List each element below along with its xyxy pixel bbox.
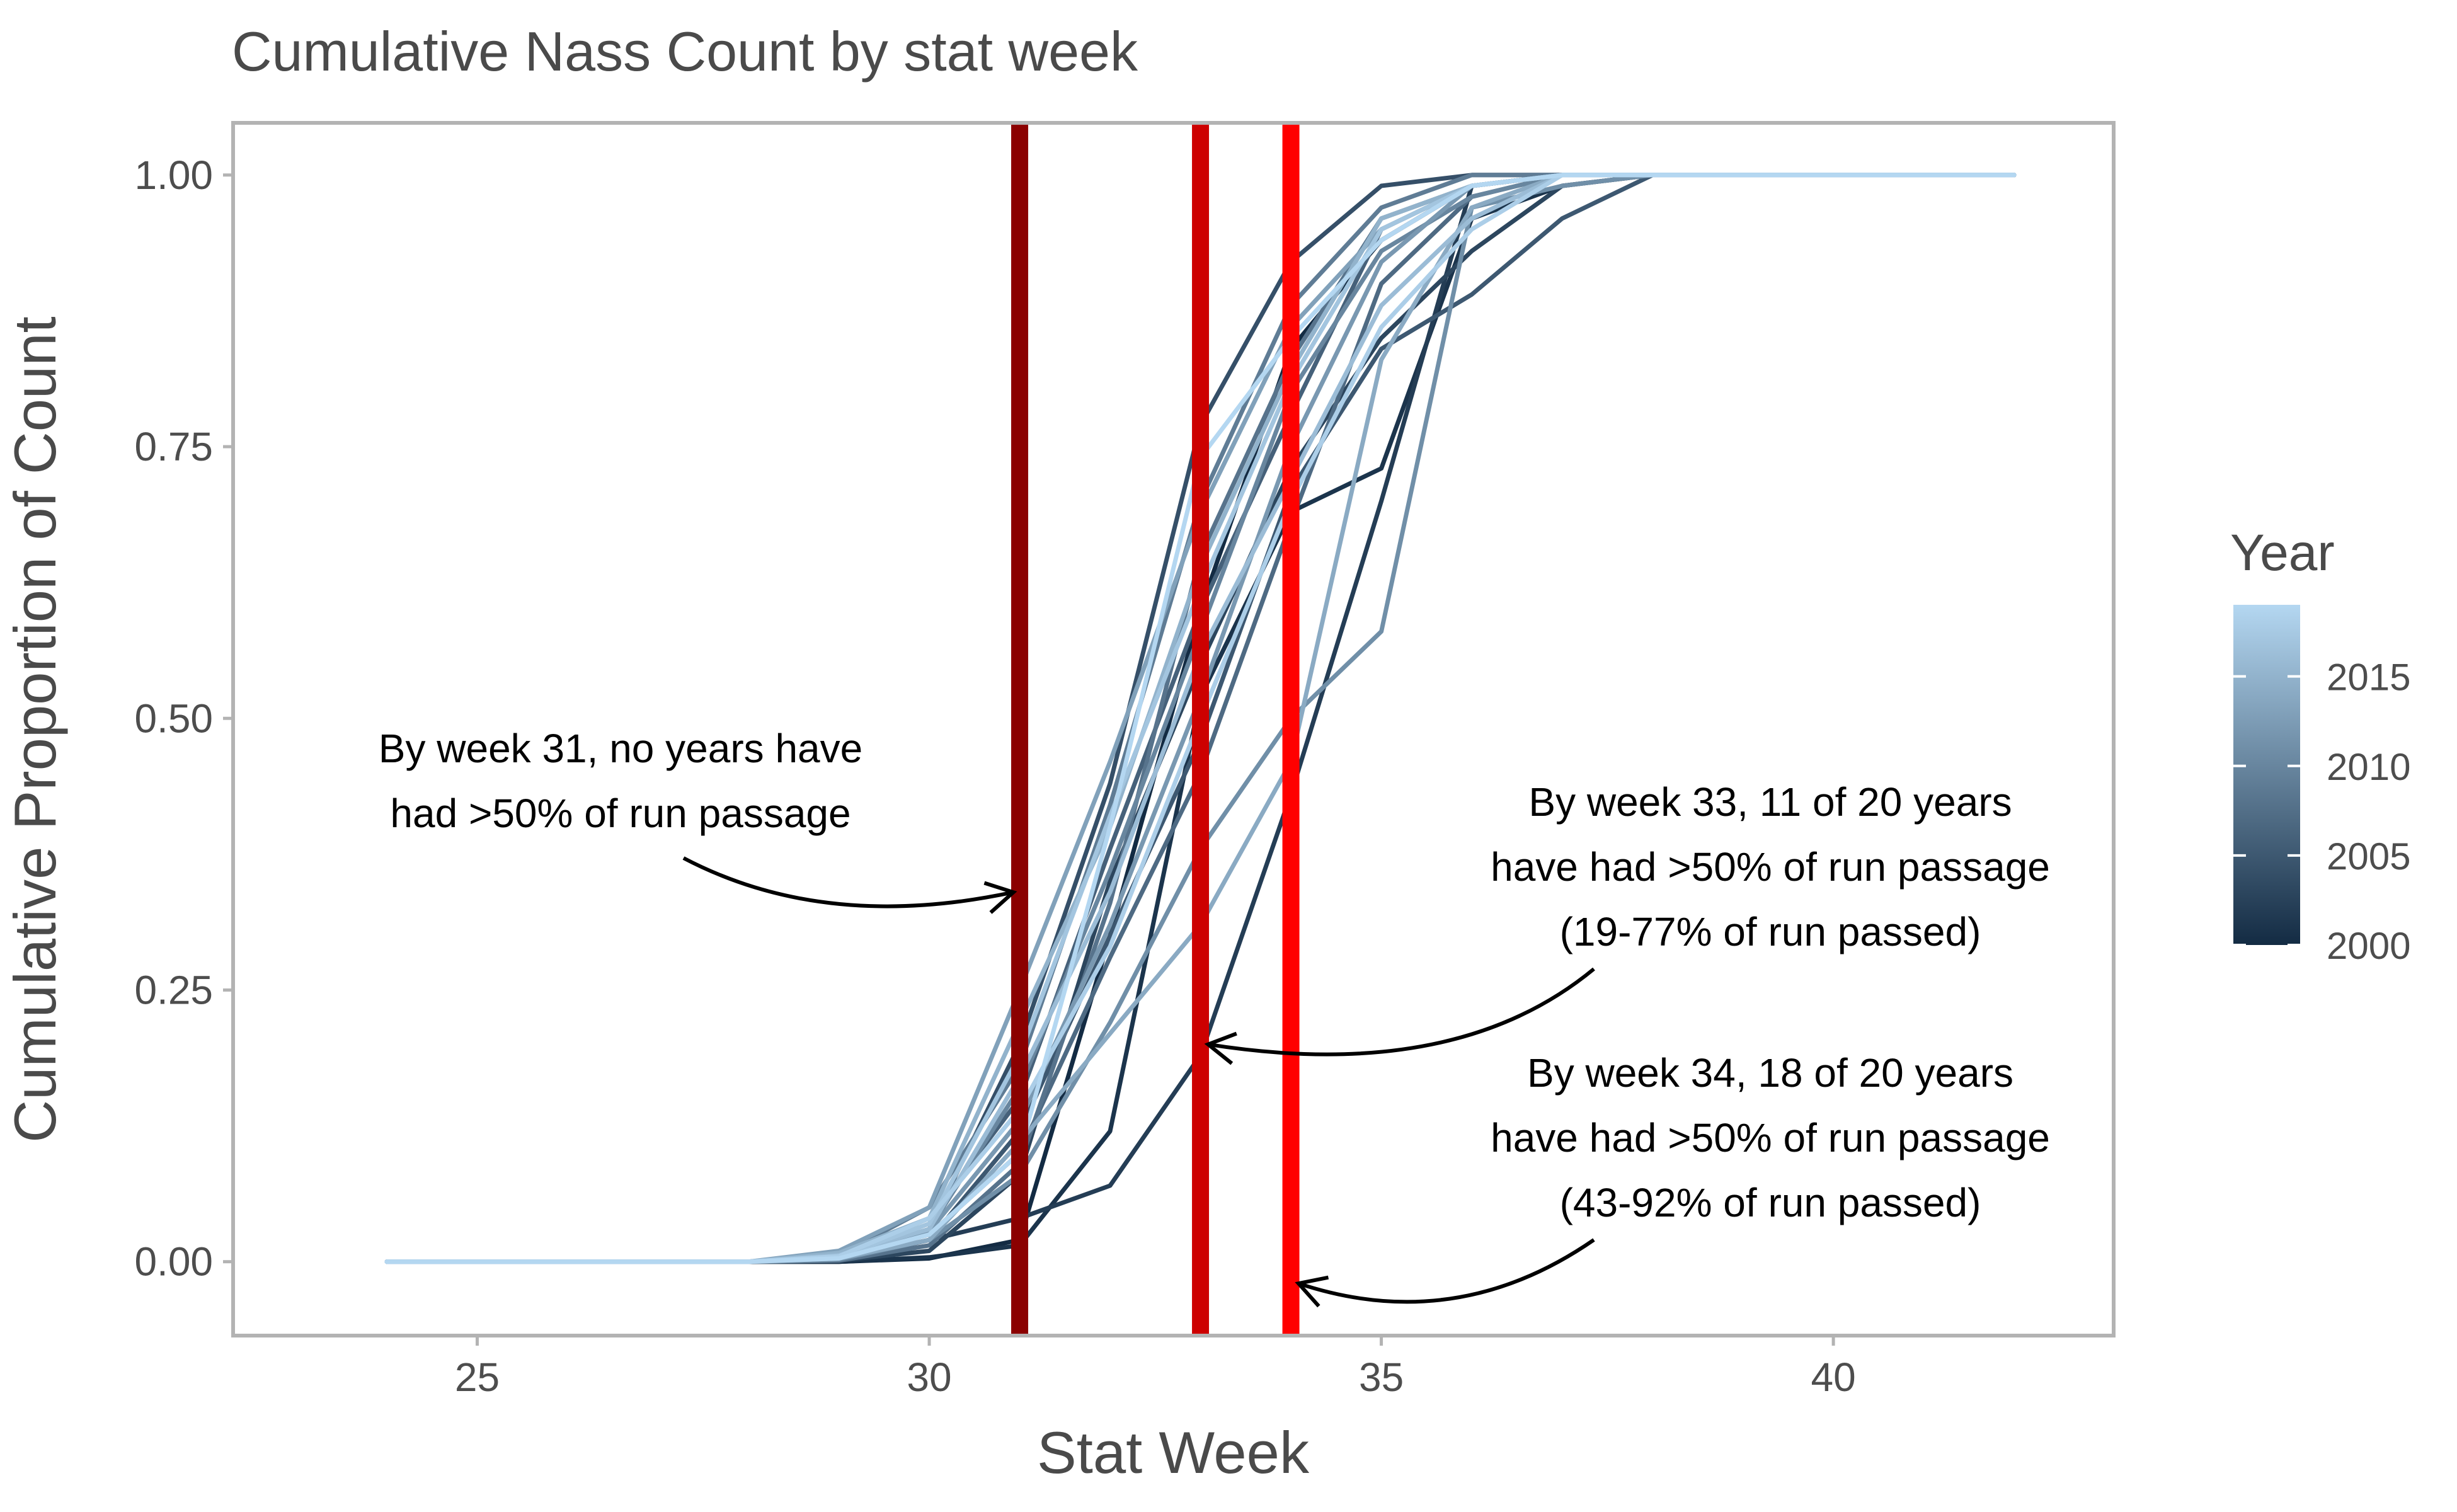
y-tick-label: 1.00 bbox=[134, 152, 213, 198]
y-tick-label: 0.00 bbox=[134, 1239, 213, 1285]
annotation-arrow bbox=[682, 856, 1014, 908]
reference-lines bbox=[1011, 123, 1300, 1336]
annotation-arrowhead bbox=[983, 881, 1017, 914]
annotation-text: (19-77% of run passed) bbox=[1560, 909, 1981, 954]
legend-colorbar bbox=[2233, 605, 2300, 945]
y-tick-label: 0.50 bbox=[134, 696, 213, 741]
annotation-text: By week 33, 11 of 20 years bbox=[1528, 779, 2012, 825]
legend-ticks: 2000 2005 2010 2015 bbox=[2233, 656, 2410, 967]
plot-panel-border bbox=[231, 121, 2116, 1337]
annotation-3: By week 34, 18 of 20 years have had >50% … bbox=[1295, 1050, 2050, 1308]
annotation-arrow bbox=[1208, 967, 1595, 1057]
annotation-text: have had >50% of run passage bbox=[1491, 1115, 2050, 1160]
y-tick-label: 0.75 bbox=[134, 424, 213, 469]
chart-title: Cumulative Nass Count by stat week bbox=[232, 20, 1138, 83]
annotation-1: By week 31, no years have had >50% of run… bbox=[379, 726, 1017, 914]
annotation-text: (43-92% of run passed) bbox=[1560, 1180, 1981, 1225]
legend-tick-label: 2000 bbox=[2327, 925, 2410, 967]
legend-tick-label: 2015 bbox=[2327, 656, 2410, 699]
x-tick-label: 40 bbox=[1811, 1354, 1856, 1400]
legend-tick-label: 2010 bbox=[2327, 746, 2410, 788]
x-tick-label: 30 bbox=[907, 1354, 951, 1400]
annotation-arrowhead bbox=[1295, 1275, 1329, 1308]
legend-tick-label: 2005 bbox=[2327, 835, 2410, 878]
legend: Year 2000 2005 2010 2015 bbox=[2230, 524, 2410, 967]
x-axis-title: Stat Week bbox=[1037, 1419, 1310, 1486]
x-axis: 25 30 35 40 bbox=[455, 1336, 1856, 1400]
annotation-arrowhead bbox=[1204, 1031, 1237, 1065]
annotation-text: By week 34, 18 of 20 years bbox=[1527, 1050, 2013, 1096]
x-tick-label: 35 bbox=[1359, 1354, 1404, 1400]
annotations: By week 31, no years have had >50% of run… bbox=[379, 726, 2050, 1308]
annotation-text: had >50% of run passage bbox=[390, 791, 850, 836]
y-axis: 0.00 0.25 0.50 0.75 1.00 bbox=[134, 152, 233, 1285]
y-axis-title: Cumulative Proportion of Count bbox=[2, 316, 68, 1142]
legend-title: Year bbox=[2230, 524, 2335, 581]
annotation-2: By week 33, 11 of 20 years have had >50% … bbox=[1204, 779, 2050, 1065]
x-tick-label: 25 bbox=[455, 1354, 500, 1400]
y-tick-label: 0.25 bbox=[134, 967, 213, 1012]
annotation-text: have had >50% of run passage bbox=[1491, 844, 2050, 890]
annotation-arrow bbox=[1298, 1238, 1595, 1304]
annotation-text: By week 31, no years have bbox=[379, 726, 862, 771]
